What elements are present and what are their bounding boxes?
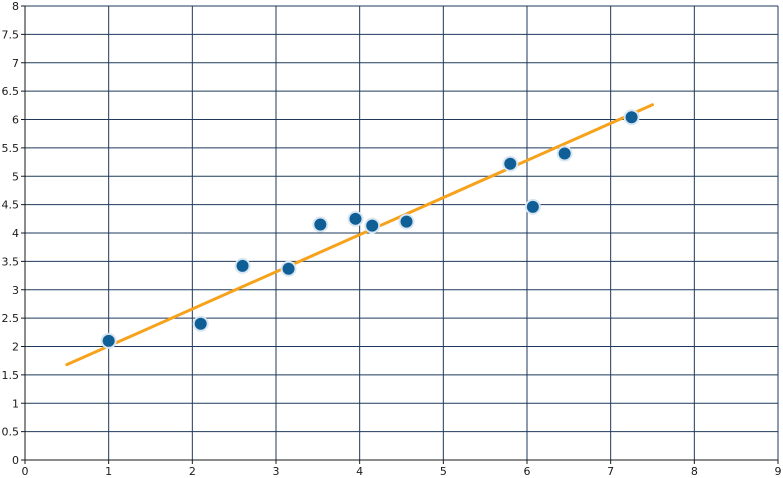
data-point-5: [312, 216, 329, 233]
y-tick-label-3: 3: [12, 284, 19, 297]
y-tick-label-6.5: 6.5: [2, 85, 20, 98]
grid: [25, 5, 779, 460]
data-point-11: [556, 145, 573, 162]
data-point-2: [192, 315, 209, 332]
trendline: [65, 103, 654, 367]
y-tick-label-2.5: 2.5: [2, 312, 20, 325]
x-tick-label-8: 8: [691, 465, 698, 478]
x-tick-label-6: 6: [524, 465, 531, 478]
data-point-4: [280, 260, 297, 277]
x-tick-label-2: 2: [189, 465, 196, 478]
data-point-12: [623, 109, 640, 126]
y-tick-label-4.5: 4.5: [2, 199, 20, 212]
data-point-6: [347, 210, 364, 227]
x-tick-label-3: 3: [273, 465, 280, 478]
x-tick-label-0: 0: [22, 465, 29, 478]
y-tick-label-6: 6: [12, 114, 19, 127]
y-tick-label-3.5: 3.5: [2, 255, 20, 268]
y-tick-label-8: 8: [12, 0, 19, 13]
y-tick-label-5.5: 5.5: [2, 142, 20, 155]
y-tick-label-5: 5: [12, 170, 19, 183]
y-tick-label-2: 2: [12, 341, 19, 354]
y-tick-label-0: 0: [12, 454, 19, 467]
x-tick-label-4: 4: [356, 465, 363, 478]
axes: [21, 5, 779, 464]
y-tick-label-1: 1: [12, 397, 19, 410]
trendline-group: [65, 103, 654, 367]
x-tick-label-1: 1: [105, 465, 112, 478]
x-tick-label-7: 7: [607, 465, 614, 478]
y-tick-label-1.5: 1.5: [2, 369, 20, 382]
data-points: [100, 109, 640, 349]
data-point-8: [398, 213, 415, 230]
x-tick-label-5: 5: [440, 465, 447, 478]
x-tick-label-9: 9: [775, 465, 782, 478]
data-point-9: [502, 155, 519, 172]
y-tick-label-7: 7: [12, 57, 19, 70]
data-point-1: [100, 332, 117, 349]
data-point-10: [524, 198, 541, 215]
y-tick-label-0.5: 0.5: [2, 426, 20, 439]
data-point-3: [234, 257, 251, 274]
y-tick-label-7.5: 7.5: [2, 28, 20, 41]
y-tick-label-4: 4: [12, 227, 19, 240]
data-point-7: [364, 217, 381, 234]
